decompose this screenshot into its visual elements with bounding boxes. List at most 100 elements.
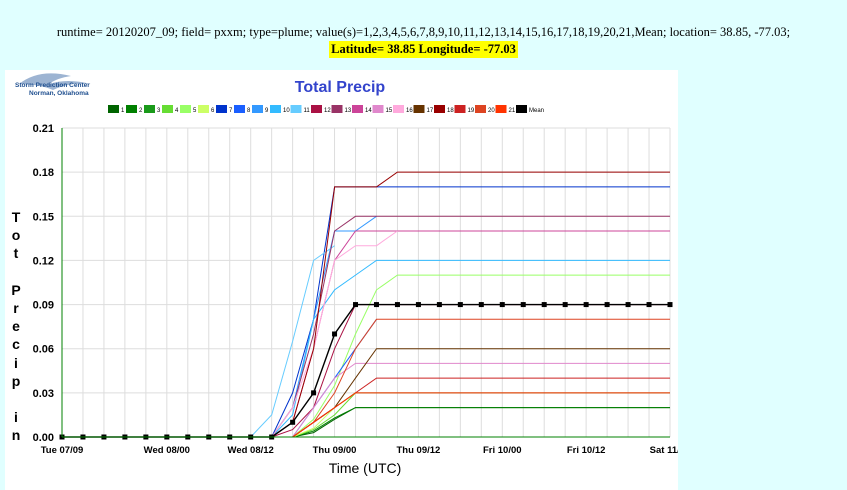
legend-label: 4 <box>175 108 179 114</box>
legend-label: 3 <box>157 108 161 114</box>
legend-label: 19 <box>468 108 475 114</box>
mean-marker <box>478 302 484 308</box>
chart-title: Total Precip <box>295 79 386 96</box>
chart-panel: Storm Prediction Center Norman, Oklahoma… <box>5 70 678 490</box>
mean-marker <box>583 302 589 308</box>
legend-swatch <box>393 105 404 113</box>
legend-label: 13 <box>345 108 352 114</box>
y-axis-label: T o t P r e c i p i n <box>11 209 21 444</box>
legend-label: 9 <box>265 108 269 114</box>
logo-line1: Storm Prediction Center <box>15 82 90 89</box>
series-line-3 <box>62 392 670 438</box>
mean-marker <box>311 390 317 396</box>
chart-svg: 0.00 0.03 0.06 0.09 0.12 0.15 0.18 0.21 Tue 07/0… <box>33 79 678 476</box>
mean-marker <box>394 302 400 308</box>
legend-swatch <box>270 105 281 113</box>
legend-label: 7 <box>229 108 233 114</box>
y-tick-label: 0.15 <box>33 211 54 223</box>
legend-label: 1 <box>121 108 125 114</box>
x-tick-label: Thu 09/12 <box>396 445 440 456</box>
legend-label: 16 <box>406 108 413 114</box>
y-tick-label: 0.03 <box>33 388 54 400</box>
legend-swatch <box>475 105 486 113</box>
header: runtime= 20120207_09; field= pxxm; type=… <box>0 24 847 58</box>
legend-swatch <box>413 105 425 113</box>
legend-label: 18 <box>447 108 454 114</box>
legend-label: 5 <box>193 108 197 114</box>
mean-markers <box>59 302 673 440</box>
x-tick-label: Sat 11/00 <box>650 445 678 456</box>
legend-swatch <box>162 105 173 113</box>
x-tick-label: Tue 07/09 <box>41 445 84 456</box>
mean-marker <box>541 302 547 308</box>
mean-marker <box>604 302 610 308</box>
series-line-15 <box>62 362 670 438</box>
x-tick-label: Thu 09/00 <box>313 445 357 456</box>
legend-label: 21 <box>509 108 516 114</box>
legend-swatch <box>180 105 191 113</box>
legend-swatch <box>495 105 507 113</box>
mean-marker <box>625 302 631 308</box>
x-tick-label: Fri 10/00 <box>483 445 522 456</box>
legend-label: 2 <box>139 108 143 114</box>
legend-swatch <box>331 105 343 113</box>
series-line-8 <box>62 319 377 438</box>
legend-label: 8 <box>247 108 251 114</box>
logo-swirl <box>19 73 91 90</box>
legend-label: Mean <box>529 108 544 114</box>
mean-marker <box>332 331 338 337</box>
mean-marker <box>290 419 296 425</box>
mean-marker <box>562 302 568 308</box>
legend-swatch <box>108 105 119 113</box>
spc-logo-icon <box>19 73 91 90</box>
y-tick-label: 0.06 <box>33 344 54 356</box>
legend-label: 6 <box>211 108 215 114</box>
lat-lon-banner: Latitude= 38.85 Longitude= -77.03 <box>329 41 518 58</box>
legend-swatch <box>311 105 322 113</box>
mean-marker <box>373 302 379 308</box>
legend-label: 15 <box>386 108 393 114</box>
mean-marker <box>499 302 505 308</box>
x-tick-label: Wed 08/00 <box>144 445 190 456</box>
legend-swatch <box>434 105 445 113</box>
legend-swatch <box>372 105 384 113</box>
spc-logo: Storm Prediction Center Norman, Oklahoma <box>9 70 101 106</box>
x-axis-label: Time (UTC) <box>329 460 402 476</box>
legend-label: 14 <box>365 108 372 114</box>
legend-swatch <box>126 105 137 113</box>
legend-swatch <box>352 105 363 113</box>
series-line-2 <box>62 407 670 438</box>
y-tick-label: 0.18 <box>33 167 54 179</box>
mean-marker <box>520 302 526 308</box>
series-line-5 <box>62 274 670 438</box>
run-info-text: runtime= 20120207_09; field= pxxm; type=… <box>56 25 791 39</box>
legend-swatch <box>144 105 155 113</box>
legend-swatch <box>234 105 245 113</box>
y-tick-label: 0.12 <box>33 255 54 267</box>
y-tick-label: 0.21 <box>33 123 54 135</box>
mean-marker <box>457 302 463 308</box>
legend-label: 17 <box>427 108 434 114</box>
legend-swatch <box>198 105 209 113</box>
legend-label: 11 <box>304 108 311 114</box>
series-line-12 <box>62 304 670 438</box>
legend-swatch <box>454 105 466 113</box>
legend-swatch <box>216 105 227 113</box>
logo-line2: Norman, Oklahoma <box>29 90 89 97</box>
x-tick-label: Fri 10/12 <box>567 445 606 456</box>
legend-label: 12 <box>324 108 331 114</box>
mean-marker <box>646 302 652 308</box>
x-tick-label: Wed 08/12 <box>228 445 274 456</box>
series-line-mean <box>62 303 670 438</box>
y-tick-label: 0.09 <box>33 300 54 312</box>
series-line-21 <box>62 392 670 438</box>
legend-swatch <box>516 105 527 113</box>
legend: 1 2 3 4 5 6 7 8 9 10 11 12 13 14 15 16 17 18 19 20 21 Mean <box>108 105 544 114</box>
y-tick-label: 0.00 <box>33 432 54 444</box>
legend-label: 10 <box>283 108 290 114</box>
series-line-1 <box>62 407 670 438</box>
mean-marker <box>667 302 673 308</box>
grid <box>61 127 671 438</box>
mean-marker <box>436 302 442 308</box>
legend-label: 20 <box>488 108 495 114</box>
